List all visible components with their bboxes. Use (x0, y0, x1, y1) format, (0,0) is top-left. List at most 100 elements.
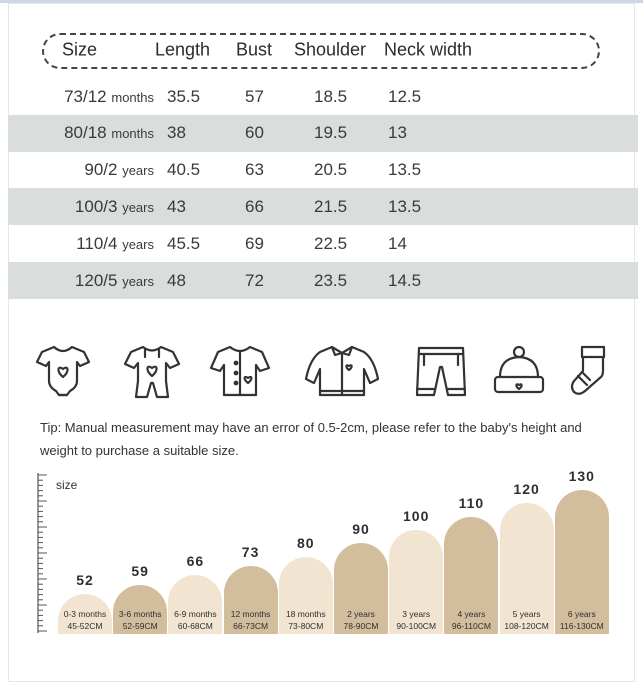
size-bar-caption: 3 years 90-100CM (388, 608, 444, 632)
table-row: 73/12 months 35.5 57 18.5 12.5 (8, 78, 638, 115)
top-border (0, 0, 643, 3)
size-bar-label: 66 (186, 553, 205, 570)
length-cell: 48 (167, 270, 186, 290)
romper-icon (123, 345, 181, 399)
hat-icon (493, 345, 545, 394)
size-value: 120/5 (74, 270, 118, 290)
header-length: Length (155, 39, 211, 60)
size-bar-label: 73 (241, 544, 260, 560)
size-bar (554, 490, 609, 634)
size-bar-caption: 3-6 months 52-59CM (112, 608, 168, 632)
size-unit: years (122, 273, 154, 289)
size-bar (113, 584, 168, 634)
size-unit: months (111, 126, 154, 142)
size-bar-caption: 6 years 116-130CM (554, 608, 610, 632)
size-value: 73/12 (64, 86, 107, 106)
size-bar-label: 120 (513, 481, 540, 498)
size-bar-caption: 0-3 months 45-52CM (57, 608, 113, 632)
table-header (42, 33, 600, 69)
size-bar-label: 59 (131, 562, 149, 579)
age-label: 5 years (512, 609, 541, 619)
shoulder-cell: 18.5 (314, 86, 348, 106)
bust-cell: 72 (245, 270, 264, 290)
size-bar-label: 90 (352, 521, 370, 538)
age-label: 6 years (567, 609, 596, 619)
size-bar (444, 516, 499, 634)
bust-cell: 69 (245, 233, 264, 253)
neck-width-cell: 13.5 (388, 196, 422, 216)
height-range-label: 66-73CM (233, 621, 269, 631)
height-range-label: 73-80CM (288, 621, 324, 631)
header-size: Size (62, 39, 98, 60)
bust-cell: 66 (245, 196, 264, 216)
height-range-label: 60-68CM (177, 621, 213, 631)
shoulder-cell: 23.5 (314, 270, 348, 290)
size-bar-caption: 6-9 months 60-68CM (167, 608, 223, 632)
size-cell: 90/2 years (84, 160, 154, 180)
header-neck-width: Neck width (384, 39, 473, 60)
table-row: 80/18 months 38 60 19.5 13 (8, 114, 638, 152)
length-cell: 43 (167, 196, 186, 216)
table-row: 110/4 years 45.5 69 22.5 14 (8, 225, 638, 262)
age-label: 18 months (285, 609, 326, 619)
bust-cell: 60 (245, 123, 264, 143)
size-cell: 80/18 months (64, 123, 154, 143)
size-bar-caption: 18 months 73-80CM (278, 608, 334, 632)
size-bar (278, 556, 333, 634)
size-bar-label: 110 (458, 494, 485, 511)
age-label: 6-9 months (174, 609, 217, 619)
cardigan-icon (209, 345, 271, 397)
height-range-label: 52-59CM (122, 621, 158, 631)
size-bar (58, 594, 112, 634)
size-bar-caption: 4 years 96-110CM (443, 608, 499, 632)
size-cell: 73/12 months (64, 87, 154, 107)
shoulder-cell: 21.5 (314, 196, 348, 216)
neck-width-cell: 13 (388, 123, 407, 143)
size-bar-caption: 12 months 66-73CM (223, 608, 279, 632)
height-range-label: 45-52CM (67, 621, 103, 631)
shoulder-cell: 19.5 (314, 123, 348, 143)
age-label: 4 years (457, 609, 486, 619)
size-bar-label: 80 (297, 534, 315, 551)
height-range-label: 108-120CM (504, 621, 549, 631)
header-shoulder: Shoulder (294, 39, 367, 60)
length-cell: 38 (167, 123, 186, 143)
size-bar-label: 130 (568, 468, 595, 484)
size-bar (334, 543, 388, 634)
size-cell: 120/5 years (75, 271, 154, 291)
size-bar (223, 566, 278, 634)
clothing-icons (0, 343, 643, 401)
neck-width-cell: 14.5 (388, 270, 422, 290)
table-row: 100/3 years 43 66 21.5 13.5 (8, 188, 638, 226)
neck-width-cell: 14 (388, 233, 407, 253)
size-axis-label: size (56, 478, 78, 492)
height-ruler (37, 473, 47, 633)
height-range-label: 78-90CM (343, 621, 379, 631)
shorts-icon (415, 346, 467, 397)
neck-width-cell: 13.5 (388, 160, 422, 180)
size-unit: months (111, 89, 154, 105)
age-label: 0-3 months (63, 609, 107, 619)
age-label: 12 months (230, 609, 271, 619)
height-range-label: 116-130CM (559, 621, 604, 631)
bust-cell: 63 (245, 160, 264, 180)
size-bar (389, 530, 444, 634)
size-bar-caption: 5 years 108-120CM (499, 608, 555, 632)
measurement-tip: Tip: Manual measurement may have an erro… (40, 420, 582, 458)
page-frame (8, 3, 635, 682)
height-range-label: 96-110CM (451, 621, 491, 631)
size-bar-caption: 2 years 78-90CM (333, 608, 389, 632)
age-label: 2 years (347, 609, 375, 619)
size-cell: 100/3 years (75, 197, 154, 217)
table-row: 90/2 years 40.5 63 20.5 13.5 (8, 152, 638, 189)
size-bar (168, 575, 223, 634)
size-unit: years (122, 236, 154, 252)
neck-width-cell: 12.5 (388, 86, 422, 106)
age-label: 3 years (402, 609, 431, 619)
size-cell: 110/4 years (76, 234, 154, 254)
shoulder-cell: 22.5 (314, 233, 348, 253)
header-bust: Bust (236, 39, 273, 60)
height-range-label: 90-100CM (396, 621, 437, 631)
jacket-icon (304, 345, 380, 397)
length-cell: 35.5 (167, 86, 201, 106)
